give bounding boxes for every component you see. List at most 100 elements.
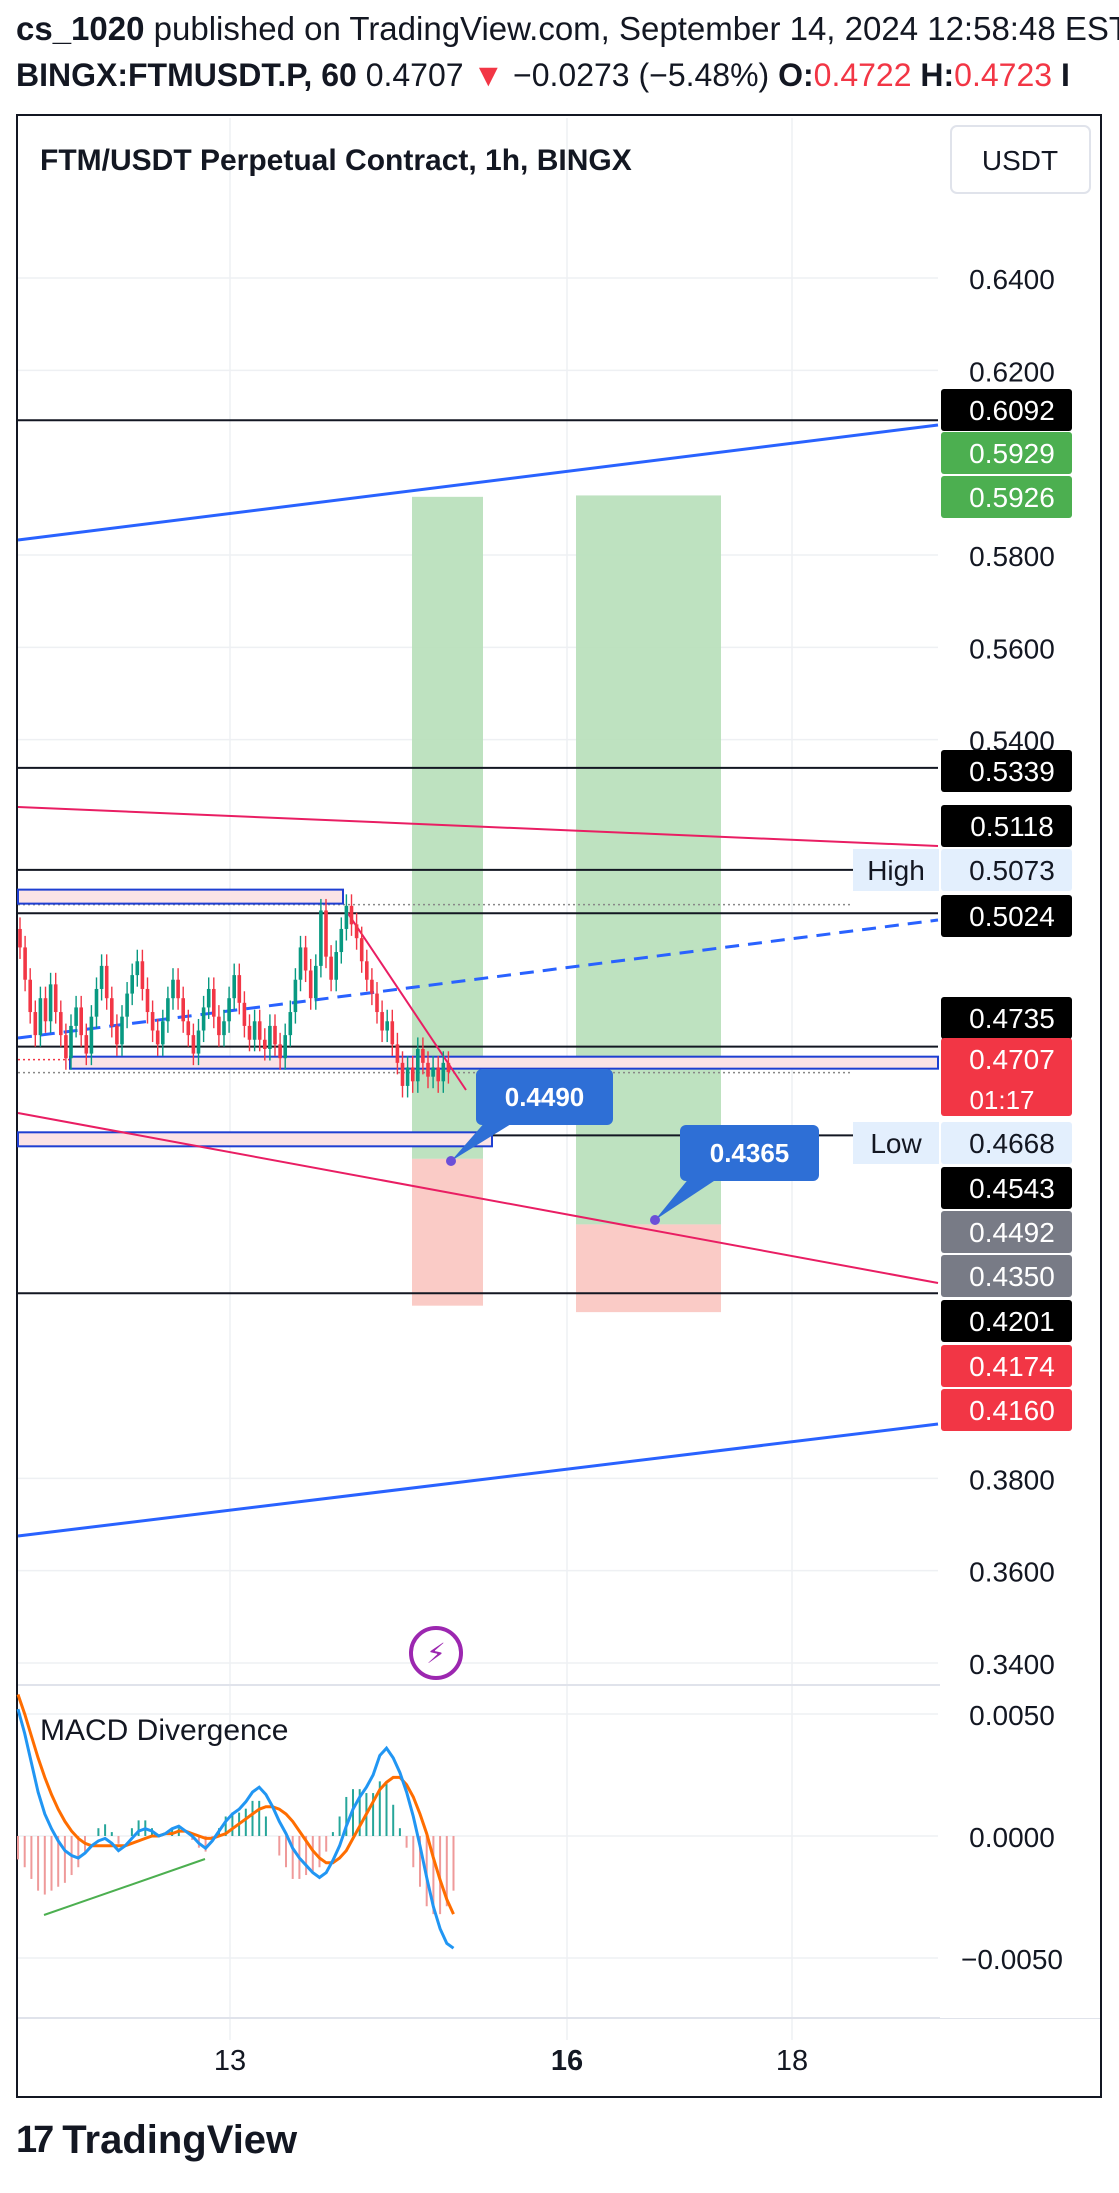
candle-body	[359, 938, 364, 962]
candle-body	[48, 984, 53, 1022]
candle-body	[176, 979, 180, 999]
candle-body	[263, 1039, 267, 1049]
macd-title: MACD Divergence	[40, 1714, 288, 1747]
price-label-bg-7	[941, 997, 1072, 1039]
candle-body	[18, 928, 22, 948]
high-value: 0.4723	[954, 57, 1053, 93]
candle-body	[94, 988, 99, 1017]
chart-frame	[16, 114, 1102, 2098]
callout-label-0: 0.4490	[505, 1082, 585, 1112]
price-label-13: 0.4201	[969, 1306, 1055, 1337]
price-label-bg-3	[941, 750, 1072, 792]
price-label-bg-9	[941, 1122, 1072, 1164]
price-tick-3: 0.5600	[969, 633, 1055, 664]
tag-high: High	[867, 855, 925, 886]
callout-anchor-0	[446, 1156, 456, 1166]
candle-body	[161, 1021, 165, 1045]
candle-body	[431, 1067, 435, 1077]
callout-pointer-1	[655, 1177, 720, 1220]
price-label-bg-2	[941, 476, 1072, 518]
zone-rect-low	[17, 1131, 493, 1148]
candle-body	[89, 1016, 94, 1054]
tradingview-logo[interactable]: 17 TradingView	[16, 2118, 297, 2163]
time-tick-2: 18	[776, 2045, 808, 2077]
candle-body	[385, 1021, 389, 1031]
candle-body	[237, 975, 242, 1003]
divergence-line	[43, 1858, 206, 1916]
candle-body	[441, 1062, 446, 1082]
price-label-1: 0.5929	[969, 438, 1055, 469]
price-tick-5: 0.3800	[969, 1464, 1055, 1495]
candle-body	[186, 1021, 191, 1036]
candle-body	[344, 905, 349, 929]
price-label-bg-12	[941, 1255, 1072, 1297]
candle-body	[166, 998, 170, 1022]
candle-body	[303, 947, 308, 971]
price-label-bg-10	[941, 1167, 1072, 1209]
candle-body	[145, 988, 150, 1013]
channel-mid-dashed	[17, 918, 939, 1040]
candle-body	[298, 947, 303, 980]
price-label-15: 0.4160	[969, 1395, 1055, 1426]
candle-body	[217, 1016, 221, 1036]
author-name[interactable]: cs_1020	[16, 10, 145, 47]
candle-body	[125, 993, 129, 1017]
price-label-bg-14	[941, 1345, 1072, 1387]
price-label-bg-13	[941, 1300, 1072, 1342]
candle-body	[69, 1025, 73, 1059]
candle-body	[181, 998, 185, 1022]
candle-body	[242, 1002, 247, 1026]
candle-body	[416, 1048, 420, 1082]
callout-anchor-1	[650, 1215, 660, 1225]
stop-zone-0	[412, 1158, 483, 1306]
candle-body	[74, 1007, 78, 1026]
candle-body	[410, 1067, 415, 1082]
candle-body	[79, 1007, 83, 1036]
candle-body	[426, 1062, 430, 1077]
publish-details: published on TradingView.com, September …	[144, 10, 1119, 47]
candle-body	[293, 979, 298, 1013]
currency-button[interactable]	[950, 125, 1091, 194]
candle-body	[140, 961, 145, 989]
tradingview-logo-icon: 17	[16, 2119, 54, 2161]
symbol-name[interactable]: BINGX:FTMUSDT.P, 60	[16, 57, 357, 93]
callout-box-1	[680, 1125, 819, 1181]
candle-body	[314, 965, 318, 999]
candle-body	[212, 988, 216, 1017]
candle-body	[135, 961, 140, 976]
callout-pointer-0	[451, 1121, 516, 1161]
candle-body	[155, 1030, 160, 1045]
candle-body	[227, 998, 231, 1022]
last-price: 0.4707	[365, 57, 464, 93]
candle-body	[405, 1067, 410, 1086]
support-line	[17, 1112, 939, 1284]
price-tick-2: 0.5800	[969, 541, 1055, 572]
stop-zone-1	[576, 1224, 721, 1313]
price-label-12: 0.4350	[969, 1261, 1055, 1292]
open-label: O:	[778, 57, 814, 93]
price-label-bg-8	[941, 1038, 1072, 1116]
price-label-8: 0.4707	[969, 1044, 1055, 1075]
price-label-bg-6	[941, 895, 1072, 937]
footer-brand: TradingView	[62, 2118, 298, 2162]
candle-body	[436, 1067, 440, 1082]
callout-box-0	[476, 1069, 613, 1125]
candle-body	[43, 998, 48, 1022]
candle-body	[104, 965, 109, 999]
price-label-bg-11	[941, 1211, 1072, 1253]
candle-body	[308, 970, 313, 999]
publish-info: cs_1020 published on TradingView.com, Se…	[16, 10, 1119, 48]
zone-rect-top	[17, 888, 344, 905]
candle-body	[53, 984, 58, 1013]
macd-tick-2: −0.0050	[961, 1944, 1063, 1975]
macd-tick-0: 0.0050	[969, 1700, 1055, 1731]
candle-body	[222, 1021, 226, 1036]
price-label-6: 0.5024	[969, 901, 1055, 932]
candle-body	[319, 910, 323, 966]
candle-body	[278, 1044, 282, 1059]
candle-body	[329, 956, 333, 980]
price-change: −0.0273 (−5.48%)	[513, 57, 770, 93]
candle-body	[232, 975, 236, 999]
candle-body	[257, 1021, 262, 1040]
